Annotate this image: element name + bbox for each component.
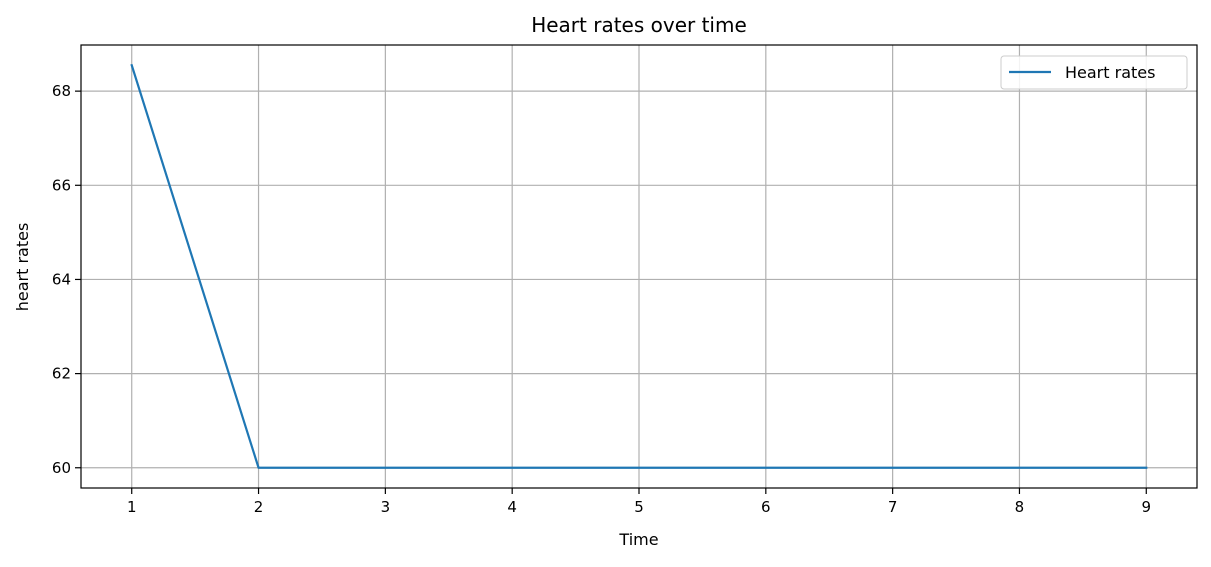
x-tick-label: 7 <box>888 498 898 516</box>
y-tick-label: 68 <box>52 82 71 100</box>
x-axis-ticks: 1 2 3 4 5 6 7 8 9 <box>127 488 1151 516</box>
x-tick-label: 1 <box>127 498 137 516</box>
legend-box <box>1000 55 1188 90</box>
y-tick-label: 60 <box>52 459 71 477</box>
series-line-heart-rates <box>130 63 1148 469</box>
legend-label-heart-rates: Heart rates <box>1065 63 1155 82</box>
chart-title: Heart rates over time <box>531 13 747 37</box>
legend: Heart rates <box>1000 55 1188 90</box>
x-tick-label: 8 <box>1015 498 1025 516</box>
y-tick-label: 64 <box>52 270 71 288</box>
y-tick-label: 62 <box>52 365 71 383</box>
x-axis-label: Time <box>618 530 658 549</box>
x-tick-label: 9 <box>1141 498 1151 516</box>
y-axis-label: heart rates <box>13 223 32 312</box>
grid-lines <box>81 45 1197 488</box>
y-tick-label: 66 <box>52 176 71 194</box>
x-tick-label: 4 <box>507 498 517 516</box>
x-tick-label: 6 <box>761 498 771 516</box>
series-layer <box>130 63 1148 469</box>
x-tick-label: 3 <box>381 498 391 516</box>
x-tick-label: 5 <box>634 498 644 516</box>
x-tick-label: 2 <box>254 498 264 516</box>
y-axis-ticks: 60 62 64 66 68 <box>52 82 81 477</box>
